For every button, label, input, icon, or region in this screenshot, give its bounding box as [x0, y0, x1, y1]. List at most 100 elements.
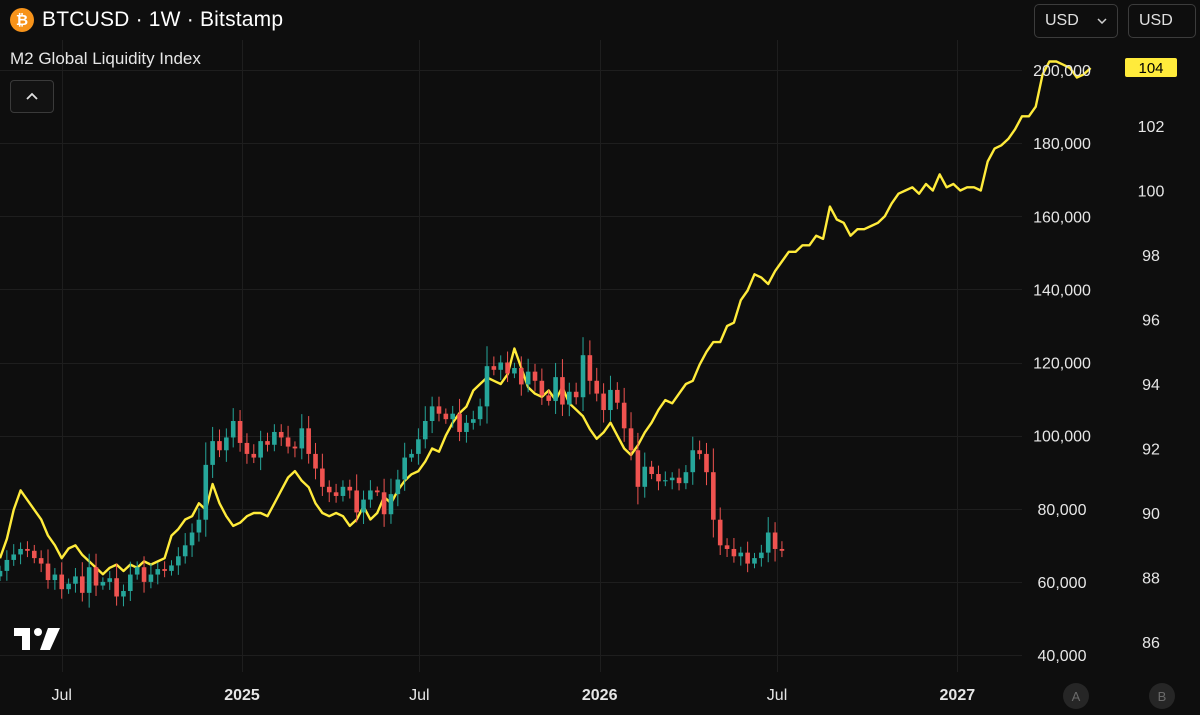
candle-body — [628, 428, 634, 451]
right-unit-select[interactable]: USD — [1128, 4, 1196, 38]
time-axis[interactable]: Jul 2025 Jul 2026 Jul 2027 — [52, 687, 976, 704]
symbol-title[interactable]: BTCUSD · 1W · Bitstamp — [42, 8, 284, 31]
indicator-title[interactable]: M2 Global Liquidity Index — [10, 49, 201, 68]
candle — [608, 375, 613, 421]
m2-axis[interactable]: 86 88 90 92 94 96 98 100 102 104 — [1125, 57, 1177, 652]
candle — [477, 398, 483, 426]
candle-body — [258, 441, 263, 458]
bitcoin-icon[interactable]: ₿ — [10, 8, 34, 32]
candle — [374, 486, 380, 497]
candle — [176, 547, 181, 575]
candle-body — [148, 574, 154, 582]
candle-body — [621, 402, 627, 429]
candle — [697, 440, 702, 460]
candle — [210, 426, 215, 478]
candle — [628, 412, 634, 461]
candle — [395, 469, 401, 507]
m2-tick-label: 86 — [1142, 635, 1160, 652]
collapse-legend-button[interactable] — [10, 80, 54, 113]
candle-body — [498, 362, 504, 370]
candle-body — [114, 578, 119, 597]
candle-body — [573, 391, 579, 398]
candle — [128, 561, 133, 601]
candle-body — [663, 480, 668, 482]
candle — [31, 544, 37, 564]
candle — [690, 436, 696, 485]
candle-body — [416, 439, 421, 454]
candle — [52, 568, 58, 590]
m2-tick-label: 90 — [1142, 506, 1160, 523]
candle-body — [210, 441, 215, 465]
candle-body — [567, 391, 572, 405]
candle — [45, 549, 51, 589]
candle — [340, 480, 346, 502]
candle-body — [340, 486, 346, 496]
candle-body — [738, 552, 744, 557]
candle — [244, 433, 250, 464]
candle — [779, 541, 785, 558]
candle-body — [539, 380, 545, 396]
candle — [615, 382, 620, 410]
candle-body — [615, 389, 620, 403]
m2-tick-label: 98 — [1142, 248, 1160, 265]
candle-body — [752, 558, 757, 564]
candle-body — [374, 490, 380, 493]
price-tick-label: 40,000 — [1038, 648, 1087, 665]
candle-body — [683, 472, 689, 484]
candle — [498, 355, 504, 381]
left-unit-select[interactable]: USD — [1034, 4, 1118, 38]
candle-body — [649, 466, 654, 475]
candle-body — [272, 431, 277, 445]
candle — [388, 478, 394, 524]
candle — [162, 561, 167, 578]
candle — [491, 356, 497, 376]
candle-body — [470, 419, 476, 423]
candle — [470, 410, 476, 430]
candle-body — [285, 437, 291, 447]
candle — [587, 340, 593, 395]
candle — [532, 363, 538, 392]
candle-body — [11, 554, 17, 560]
candle — [0, 565, 3, 582]
m2-tick-label: 92 — [1142, 442, 1160, 459]
candle — [738, 546, 744, 566]
candle-body — [45, 563, 51, 581]
auto-scale-a-button[interactable]: A — [1063, 683, 1089, 709]
candle — [80, 562, 85, 602]
candle — [464, 415, 469, 443]
candle — [759, 544, 764, 567]
right-unit-label: USD — [1139, 12, 1173, 29]
chevron-up-icon — [26, 92, 38, 100]
candle-body — [608, 389, 613, 411]
candle-body — [217, 441, 222, 451]
candle-body — [182, 545, 188, 557]
tradingview-logo-icon[interactable] — [14, 628, 62, 655]
price-axis[interactable]: 40,000 60,000 80,000 100,000 120,000 140,000 1… — [1033, 63, 1091, 665]
candlestick-series — [0, 337, 785, 608]
candle-body — [745, 552, 750, 564]
candle-body — [477, 406, 483, 420]
candle-body — [155, 569, 161, 575]
candle-body — [354, 490, 359, 513]
candle-body — [59, 574, 65, 590]
candle-body — [388, 494, 394, 515]
candle — [635, 432, 641, 505]
candle-body — [4, 559, 10, 571]
candle-body — [669, 477, 675, 481]
price-tick-label: 120,000 — [1033, 356, 1091, 373]
candle — [278, 424, 284, 446]
candle-body — [525, 371, 531, 385]
candle — [326, 480, 332, 503]
candle — [38, 550, 44, 573]
candle-body — [518, 367, 524, 385]
auto-scale-b-button[interactable]: B — [1149, 683, 1175, 709]
candle-body — [313, 453, 318, 469]
candle-body — [361, 499, 366, 513]
candle — [203, 442, 209, 537]
candle — [292, 441, 298, 458]
candle-body — [580, 355, 586, 398]
candle — [765, 517, 771, 563]
candle — [100, 577, 106, 590]
price-tick-label: 200,000 — [1033, 63, 1091, 80]
